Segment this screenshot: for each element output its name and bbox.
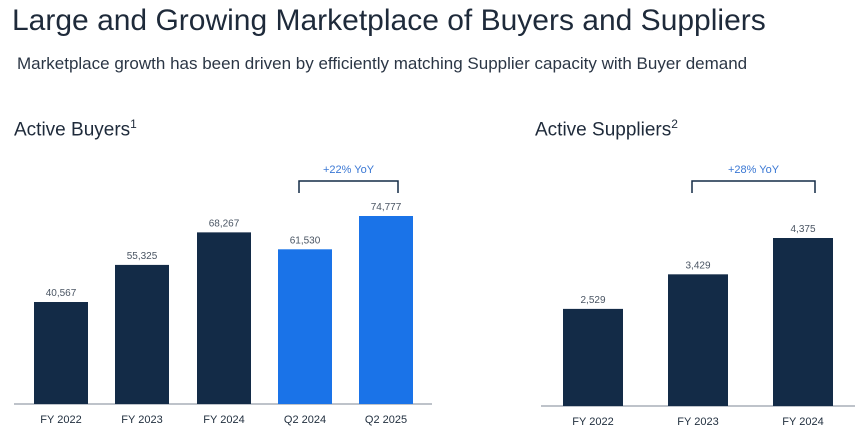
suppliers-tick-label: FY 2024 — [782, 416, 823, 428]
buyers-data-label: 40,567 — [46, 288, 77, 299]
suppliers-tick-label: FY 2023 — [677, 416, 718, 428]
buyers-tick-label: FY 2022 — [40, 414, 81, 426]
buyers-bar — [115, 264, 169, 404]
suppliers-data-label: 4,375 — [790, 224, 815, 235]
buyers-data-label: 61,530 — [290, 235, 321, 246]
suppliers-title-text: Active Suppliers — [535, 119, 672, 141]
suppliers-data-label: 3,429 — [685, 260, 710, 271]
buyers-tick-label: FY 2024 — [203, 414, 244, 426]
buyers-data-label: 74,777 — [371, 202, 402, 213]
buyers-footnote-marker: 1 — [130, 117, 137, 131]
buyers-yoy-annotation: +22% YoY — [323, 164, 375, 176]
suppliers-footnote-marker: 2 — [671, 117, 678, 131]
suppliers-chart-title: Active Suppliers2 — [535, 117, 678, 141]
buyers-yoy-bracket — [298, 180, 399, 193]
suppliers-yoy-annotation: +28% YoY — [728, 164, 780, 176]
buyers-tick-label: FY 2023 — [121, 414, 162, 426]
suppliers-bar — [668, 274, 728, 406]
page-subtitle: Marketplace growth has been driven by ef… — [17, 54, 748, 73]
buyers-title-text: Active Buyers — [14, 119, 131, 141]
buyers-data-label: 68,267 — [209, 218, 240, 229]
suppliers-data-label: 2,529 — [580, 295, 605, 306]
suppliers-bar — [773, 238, 833, 406]
buyers-data-label: 55,325 — [127, 251, 158, 262]
buyers-chart-title: Active Buyers1 — [14, 117, 137, 141]
suppliers-bar — [563, 308, 623, 406]
buyers-bar — [197, 232, 251, 404]
buyers-tick-label: Q2 2024 — [284, 414, 326, 426]
suppliers-yoy-bracket — [691, 180, 816, 193]
buyers-bar — [278, 249, 332, 404]
suppliers-tick-label: FY 2022 — [572, 416, 613, 428]
buyers-bar — [34, 302, 88, 404]
buyers-tick-label: Q2 2025 — [365, 414, 407, 426]
buyers-bar — [359, 216, 413, 404]
page-title: Large and Growing Marketplace of Buyers … — [12, 4, 766, 37]
